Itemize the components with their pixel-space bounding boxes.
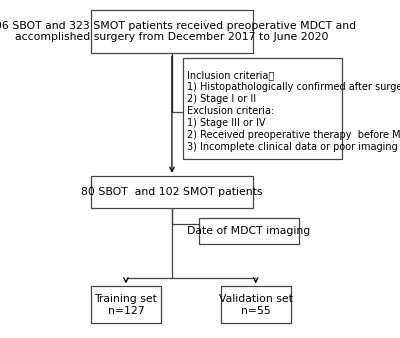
Text: 206 SBOT and 323 SMOT patients received preoperative MDCT and
accomplished surge: 206 SBOT and 323 SMOT patients received … (0, 21, 356, 42)
Text: 1) Histopathologically confirmed after surgery: 1) Histopathologically confirmed after s… (187, 82, 400, 92)
Text: 3) Incomplete clinical data or poor imaging data: 3) Incomplete clinical data or poor imag… (187, 142, 400, 152)
Text: 2) Stage I or II: 2) Stage I or II (187, 94, 256, 104)
Text: Date of MDCT imaging: Date of MDCT imaging (187, 226, 310, 236)
Bar (183, 58, 342, 159)
Text: 80 SBOT  and 102 SMOT patients: 80 SBOT and 102 SMOT patients (81, 187, 263, 197)
Bar (199, 218, 299, 244)
Text: Inclusion criteria：: Inclusion criteria： (187, 70, 274, 80)
Text: Validation set
n=55: Validation set n=55 (219, 294, 293, 316)
Text: Exclusion criteria:: Exclusion criteria: (187, 106, 274, 116)
Bar (220, 286, 291, 323)
Bar (91, 286, 161, 323)
Text: Training set
n=127: Training set n=127 (94, 294, 158, 316)
Text: 2) Received preoperative therapy  before MDCT: 2) Received preoperative therapy before … (187, 130, 400, 140)
Text: 1) Stage III or IV: 1) Stage III or IV (187, 118, 265, 128)
Bar (91, 10, 253, 53)
Bar (91, 176, 253, 208)
